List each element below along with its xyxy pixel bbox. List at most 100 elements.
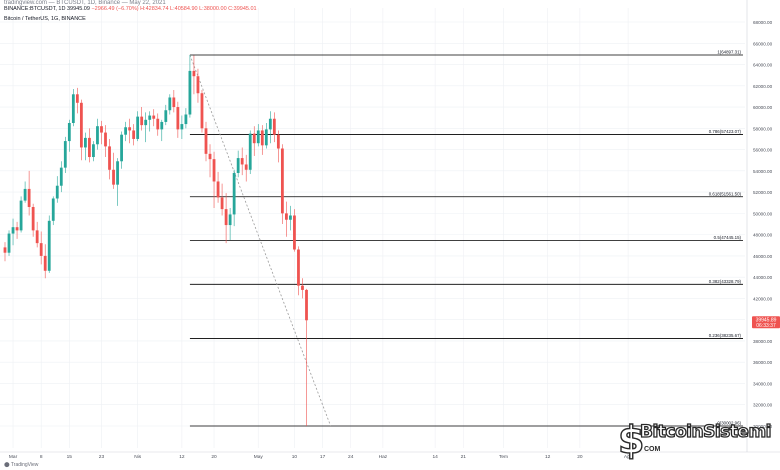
last-price: 39945.09 xyxy=(66,6,90,12)
chart-grid xyxy=(0,8,745,448)
time-tick-label: 15 xyxy=(67,454,73,460)
bitcoinsistemi-watermark: $ BitcoinSistemi COM xyxy=(614,417,778,462)
candle-body xyxy=(228,214,232,226)
candle-body xyxy=(35,230,39,244)
bitcoin-logo-icon: $ xyxy=(617,417,645,462)
price-tick-label: 44000.00 xyxy=(753,275,773,280)
fib-level-label: 0.236(38235.67) xyxy=(709,333,742,338)
candle-body xyxy=(88,137,91,158)
candle-body xyxy=(180,124,184,130)
candle-body xyxy=(172,97,176,108)
candle-body xyxy=(272,118,276,135)
price-tick-label: 66000.00 xyxy=(753,41,773,46)
candle-body xyxy=(84,137,87,148)
candle-body xyxy=(285,213,288,220)
candle-body xyxy=(23,188,27,201)
candle-body xyxy=(289,215,292,220)
price-tick-label: 56000.00 xyxy=(753,148,773,153)
candle-body xyxy=(204,128,208,154)
candle-body xyxy=(120,134,123,162)
price-axis[interactable]: 30000.00 32000.00 34000.00 36000.00 38000.00… xyxy=(746,0,773,452)
candle-body xyxy=(67,123,71,142)
price-tick-label: 32000.00 xyxy=(753,403,773,408)
candle-body xyxy=(148,115,152,120)
candle-body xyxy=(264,129,268,146)
candle-body xyxy=(124,127,127,135)
price-tick-label: 50000.00 xyxy=(753,211,773,216)
candle-body xyxy=(200,93,204,129)
time-tick-label: 21 xyxy=(461,454,467,460)
candle-body xyxy=(71,94,75,123)
candle-body xyxy=(164,110,168,122)
candle-body xyxy=(232,172,236,215)
candle-body xyxy=(184,114,188,125)
ohlc-values: H:42834.74 L:40584.90 L:38000.00 C:39945… xyxy=(140,6,257,12)
candle-body xyxy=(39,243,43,256)
candle-body xyxy=(220,197,224,210)
candle-body xyxy=(92,144,95,158)
candle-body xyxy=(188,70,192,115)
candle-body xyxy=(208,153,212,160)
watermark-sub: COM xyxy=(644,446,661,453)
price-tick-label: 60000.00 xyxy=(753,105,773,110)
fib-level-label: 1(64897.31) xyxy=(717,49,741,54)
candle-body xyxy=(168,97,172,111)
last-price-badge: 39945.89 06:33:37 xyxy=(752,316,780,329)
candle-body xyxy=(63,141,67,168)
time-tick-label: 14 xyxy=(432,454,438,460)
candle-body xyxy=(55,185,59,199)
time-tick-label: Ağu xyxy=(624,454,633,460)
candle-body xyxy=(240,158,244,165)
candle-body xyxy=(212,159,216,182)
candle-body xyxy=(43,255,47,271)
candle-body xyxy=(160,121,164,130)
candle-body xyxy=(280,148,284,214)
candle-body xyxy=(268,118,272,130)
candle-body xyxy=(11,227,15,234)
candle-body xyxy=(224,209,228,226)
price-tick-label: 52000.00 xyxy=(753,190,773,195)
candle-body xyxy=(15,227,19,231)
candle-body xyxy=(51,198,55,221)
time-tick-label: 20 xyxy=(211,454,217,460)
watermark-brand: BitcoinSistemi xyxy=(639,421,772,442)
time-axis[interactable]: Mar 8 15 23 Nis 12 20 May 10 17 24 Haz 14 21 Tem 12 20 Ağ… xyxy=(0,451,780,460)
last-price-value: 39945.89 xyxy=(756,317,777,323)
candle-body xyxy=(3,247,7,253)
price-tick-label: 36000.00 xyxy=(753,360,773,365)
fib-level-label: 0.5(47445.15) xyxy=(714,235,742,240)
price-tick-label: 48000.00 xyxy=(753,233,773,238)
symbol-name[interactable]: BINANCE:BTCUSDT, 1D xyxy=(4,6,66,12)
time-tick-label: 23 xyxy=(99,454,105,460)
price-tick-label: 38000.00 xyxy=(753,339,773,344)
tradingview-brand: TradingView xyxy=(10,462,39,468)
candle-body xyxy=(248,133,252,170)
candlestick-series xyxy=(3,54,308,426)
time-tick-label: 12 xyxy=(179,454,185,460)
candle-body xyxy=(128,127,132,131)
chart-title: Bitcoin / TetherUS, 1G, BINANCE xyxy=(4,16,86,22)
candle-body xyxy=(108,146,111,170)
symbol-legend: BINANCE:BTCUSDT, 1D 39945.09 −2966.49 (−… xyxy=(4,6,257,12)
candle-body xyxy=(27,188,31,207)
time-tick-label: 10 xyxy=(292,454,298,460)
candle-body xyxy=(297,249,300,286)
price-tick-label: 46000.00 xyxy=(753,254,773,259)
price-tick-label: 68000.00 xyxy=(753,20,773,25)
price-tick-label: 34000.00 xyxy=(753,381,773,386)
fib-level-label: 0(30002.96) xyxy=(717,420,741,425)
price-tick-label: 58000.00 xyxy=(753,126,773,131)
candle-body xyxy=(100,126,103,133)
tradingview-icon: ⬤ xyxy=(4,462,11,468)
candle-body xyxy=(216,181,220,198)
fibonacci-retracement[interactable]: 1(64897.31) 0.786(57423.07) 0.618(51561.50… xyxy=(189,49,743,427)
time-tick-label: May xyxy=(254,454,264,460)
candle-body xyxy=(192,70,196,77)
last-price-badge-bg xyxy=(752,316,780,329)
candle-body xyxy=(301,285,304,290)
top-toolbar-strip: tradingview.com — BTCUSDT, 1D, Binance —… xyxy=(0,0,780,6)
candle-body xyxy=(293,215,296,250)
candle-body xyxy=(244,164,248,170)
price-tick-label: 54000.00 xyxy=(753,169,773,174)
